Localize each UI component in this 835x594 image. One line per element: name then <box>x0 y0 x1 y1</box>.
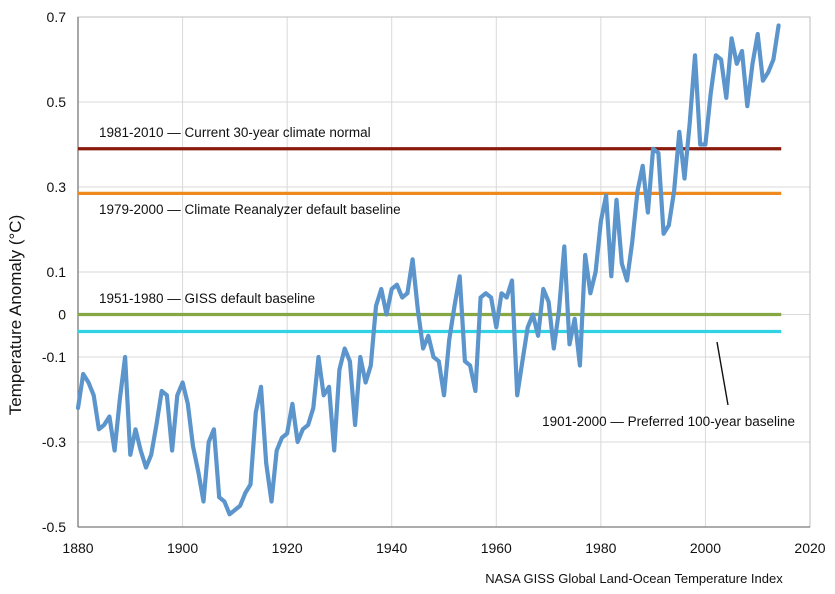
x-tick-label: 1880 <box>62 540 93 556</box>
baseline-label: 1901-2000 — Preferred 100-year baseline <box>542 414 795 429</box>
tick-labels: 1880 1900 1920 1940 1960 1980 2000 2020 0.7 0.5 0.… <box>42 9 826 556</box>
y-tick-label: -0.1 <box>42 349 66 365</box>
baseline-label: 1981-2010 — Current 30-year climate norm… <box>99 125 371 140</box>
x-tick-label: 1980 <box>585 540 616 556</box>
x-tick-label: 2000 <box>690 540 721 556</box>
y-axis-label: Temperature Anomaly (°C) <box>6 215 25 415</box>
x-tick-label: 2020 <box>794 540 825 556</box>
y-tick-label: 0.1 <box>47 264 67 280</box>
y-tick-label: 0.7 <box>47 9 67 25</box>
x-tick-label: 1960 <box>481 540 512 556</box>
baseline-labels: 1981-2010 — Current 30-year climate norm… <box>99 125 795 429</box>
x-tick-label: 1900 <box>167 540 198 556</box>
baseline-label: 1951-1980 — GISS default baseline <box>99 291 315 306</box>
y-tick-label: 0.5 <box>47 94 67 110</box>
grid <box>78 17 810 527</box>
y-tick-label: 0 <box>58 307 66 323</box>
temperature-series-line <box>75 23 781 517</box>
y-tick-label: -0.3 <box>42 434 66 450</box>
leader-line <box>716 341 729 406</box>
y-tick-label: -0.5 <box>42 519 66 535</box>
baselines <box>78 147 782 334</box>
y-tick-label: 0.3 <box>47 179 67 195</box>
axes <box>77 16 811 528</box>
baseline-label: 1979-2000 — Climate Reanalyzer default b… <box>99 202 401 217</box>
series <box>75 23 781 517</box>
source-note: NASA GISS Global Land-Ocean Temperature … <box>485 571 783 586</box>
x-tick-label: 1940 <box>376 540 407 556</box>
x-tick-label: 1920 <box>272 540 303 556</box>
